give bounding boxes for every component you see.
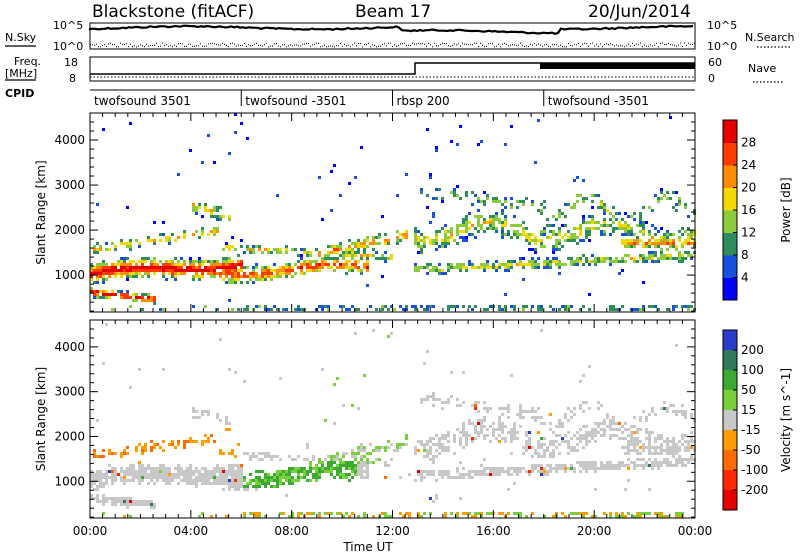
colorbar-tick-label: -50 [741, 443, 761, 457]
y-tick-label: 4000 [54, 133, 85, 147]
y-tick-label: 1000 [54, 474, 85, 488]
colorbar-swatch [723, 277, 737, 301]
colorbar-swatch [723, 330, 737, 351]
y-tick-label: 1000 [54, 268, 85, 282]
noise-left-tick-top: 10^5 [53, 19, 83, 32]
colorbar-swatch [723, 390, 737, 411]
nave-right-tick-top: 60 [708, 56, 722, 69]
freq-panel: Freq. [MHz] 18 8 60 0 Nave [5, 55, 784, 85]
colorbar-swatch [723, 120, 737, 143]
noise-sky-line [88, 24, 694, 35]
x-tick-label: 00:00 [678, 524, 713, 538]
echo-cells [90, 323, 696, 518]
y-tick-label: 4000 [54, 340, 85, 354]
cpid-label: CPID [5, 87, 34, 100]
y-tick-label: 2000 [54, 429, 85, 443]
beam-title: Beam 17 [355, 2, 431, 22]
x-axis-label: Time UT [342, 540, 393, 554]
y-tick-label: 3000 [54, 178, 85, 192]
colorbar-tick-label: 16 [741, 203, 756, 217]
colorbar-tick-label: -200 [741, 483, 768, 497]
nave-label: Nave [748, 62, 776, 75]
x-tick-label: 00:00 [73, 524, 108, 538]
x-tick-label: 04:00 [174, 524, 209, 538]
colorbar-tick-label: 15 [741, 403, 756, 417]
freq-left-tick-top: 18 [64, 56, 78, 69]
colorbar-label: Velocity [m s^-1] [779, 368, 793, 472]
cpid-segment-label: twofsound -3501 [245, 94, 346, 108]
cpid-segment-label: twofsound -3501 [548, 94, 649, 108]
station-title: Blackstone (fitACF) [92, 2, 254, 22]
nsearch-label: N.Search [745, 31, 795, 44]
noise-right-tick-bottom: 10^0 [707, 40, 737, 53]
cpid-segment-label: twofsound 3501 [94, 94, 191, 108]
colorbar-tick-label: -100 [741, 463, 768, 477]
colorbar-swatch [723, 410, 737, 431]
colorbar-tick-label: 24 [741, 158, 756, 172]
power-panel: 1000 2000 3000 4000 Slant Range [km] [34, 112, 696, 313]
date-title: 20/Jun/2014 [588, 2, 691, 22]
colorbar-tick-label: 12 [741, 226, 756, 240]
freq-left-tick-bottom: 8 [69, 72, 76, 85]
velocity-colorbar: 200 100 50 15 -15 -50 -100 -200 Velocity [m s^-1… [722, 329, 793, 511]
colorbar-swatch [723, 210, 737, 233]
colorbar-swatch [723, 187, 737, 211]
colorbar-swatch [723, 142, 737, 166]
power-colorbar: 4 8 12 16 20 24 28 Power [dB] [722, 119, 793, 301]
y-axis-label: Slant Range [km] [34, 367, 48, 471]
x-tick-label: 20:00 [577, 524, 612, 538]
colorbar-swatch [723, 255, 737, 278]
colorbar-tick-label: 20 [741, 181, 756, 195]
colorbar-tick-label: -15 [741, 423, 761, 437]
noise-search-dots [90, 42, 695, 48]
colorbar-tick-label: 200 [741, 343, 764, 357]
cpid-segment-label: rbsp 200 [397, 94, 450, 108]
noise-right-tick-top: 10^5 [707, 19, 737, 32]
x-tick-label: 08:00 [274, 524, 309, 538]
cpid-panel: CPID twofsound 3501 twofsound -3501 rbsp 2… [5, 87, 695, 108]
velocity-panel: 1000 2000 3000 4000 Slant Range [km] [34, 319, 696, 519]
y-tick-label: 3000 [54, 385, 85, 399]
noise-left-tick-bottom: 10^0 [53, 40, 83, 53]
colorbar-swatch [723, 232, 737, 256]
colorbar-label: Power [dB] [779, 177, 793, 242]
colorbar-tick-label: 100 [741, 363, 764, 377]
colorbar-swatch [723, 450, 737, 471]
y-tick-label: 2000 [54, 223, 85, 237]
freq-unit-label: [MHz] [5, 67, 37, 80]
x-tick-label: 16:00 [476, 524, 511, 538]
colorbar-swatch [723, 430, 737, 451]
colorbar-tick-label: 4 [741, 271, 749, 285]
x-tick-label: 12:00 [375, 524, 410, 538]
nsky-label: N.Sky [5, 31, 37, 44]
colorbar-swatch [723, 470, 737, 491]
echo-cells [90, 113, 696, 311]
noise-panel: N.Sky 10^5 10^0 10^5 10^0 N.Search [5, 19, 795, 53]
nave-right-tick-bottom: 0 [708, 72, 715, 85]
freq-label: Freq. [14, 55, 41, 68]
colorbar-swatch [723, 350, 737, 371]
colorbar-tick-label: 50 [741, 383, 756, 397]
colorbar-swatch [723, 370, 737, 391]
y-axis-label: Slant Range [km] [34, 160, 48, 264]
colorbar-tick-label: 28 [741, 136, 756, 150]
colorbar-swatch [723, 165, 737, 188]
colorbar-tick-label: 8 [741, 248, 749, 262]
colorbar-swatch [723, 490, 737, 511]
